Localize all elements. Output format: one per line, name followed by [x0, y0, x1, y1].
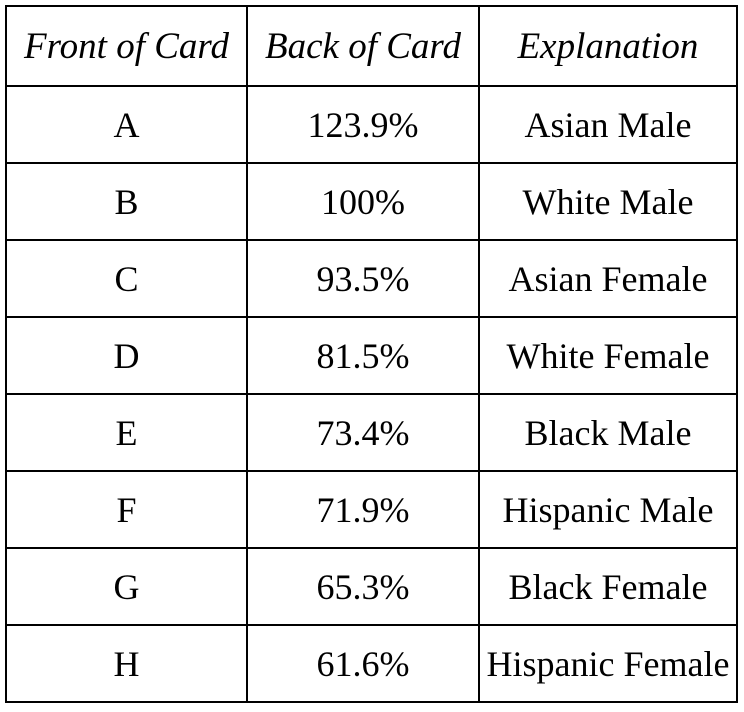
cell-back: 71.9%: [246, 470, 480, 549]
header-back-of-card: Back of Card: [246, 5, 480, 87]
card-table: Front of Card Back of Card Explanation A…: [5, 5, 738, 703]
cell-front: B: [5, 162, 248, 241]
cell-explanation: White Female: [478, 316, 738, 395]
table-row: B 100% White Male: [5, 162, 738, 241]
cell-front: D: [5, 316, 248, 395]
cell-back: 100%: [246, 162, 480, 241]
header-explanation: Explanation: [478, 5, 738, 87]
cell-front: G: [5, 547, 248, 626]
cell-front: A: [5, 85, 248, 164]
cell-explanation: Hispanic Male: [478, 470, 738, 549]
cell-back: 93.5%: [246, 239, 480, 318]
table-row: G 65.3% Black Female: [5, 547, 738, 626]
header-row: Front of Card Back of Card Explanation: [5, 5, 738, 87]
cell-front: E: [5, 393, 248, 472]
table-row: E 73.4% Black Male: [5, 393, 738, 472]
cell-explanation: Hispanic Female: [478, 624, 738, 703]
header-front-of-card: Front of Card: [5, 5, 248, 87]
table-row: C 93.5% Asian Female: [5, 239, 738, 318]
table-row: F 71.9% Hispanic Male: [5, 470, 738, 549]
cell-back: 123.9%: [246, 85, 480, 164]
cell-back: 73.4%: [246, 393, 480, 472]
cell-back: 81.5%: [246, 316, 480, 395]
table-row: H 61.6% Hispanic Female: [5, 624, 738, 703]
cell-back: 65.3%: [246, 547, 480, 626]
cell-front: H: [5, 624, 248, 703]
table-row: A 123.9% Asian Male: [5, 85, 738, 164]
cell-explanation: Black Female: [478, 547, 738, 626]
cell-front: C: [5, 239, 248, 318]
cell-front: F: [5, 470, 248, 549]
cell-explanation: Black Male: [478, 393, 738, 472]
cell-back: 61.6%: [246, 624, 480, 703]
cell-explanation: Asian Male: [478, 85, 738, 164]
cell-explanation: Asian Female: [478, 239, 738, 318]
table-row: D 81.5% White Female: [5, 316, 738, 395]
cell-explanation: White Male: [478, 162, 738, 241]
